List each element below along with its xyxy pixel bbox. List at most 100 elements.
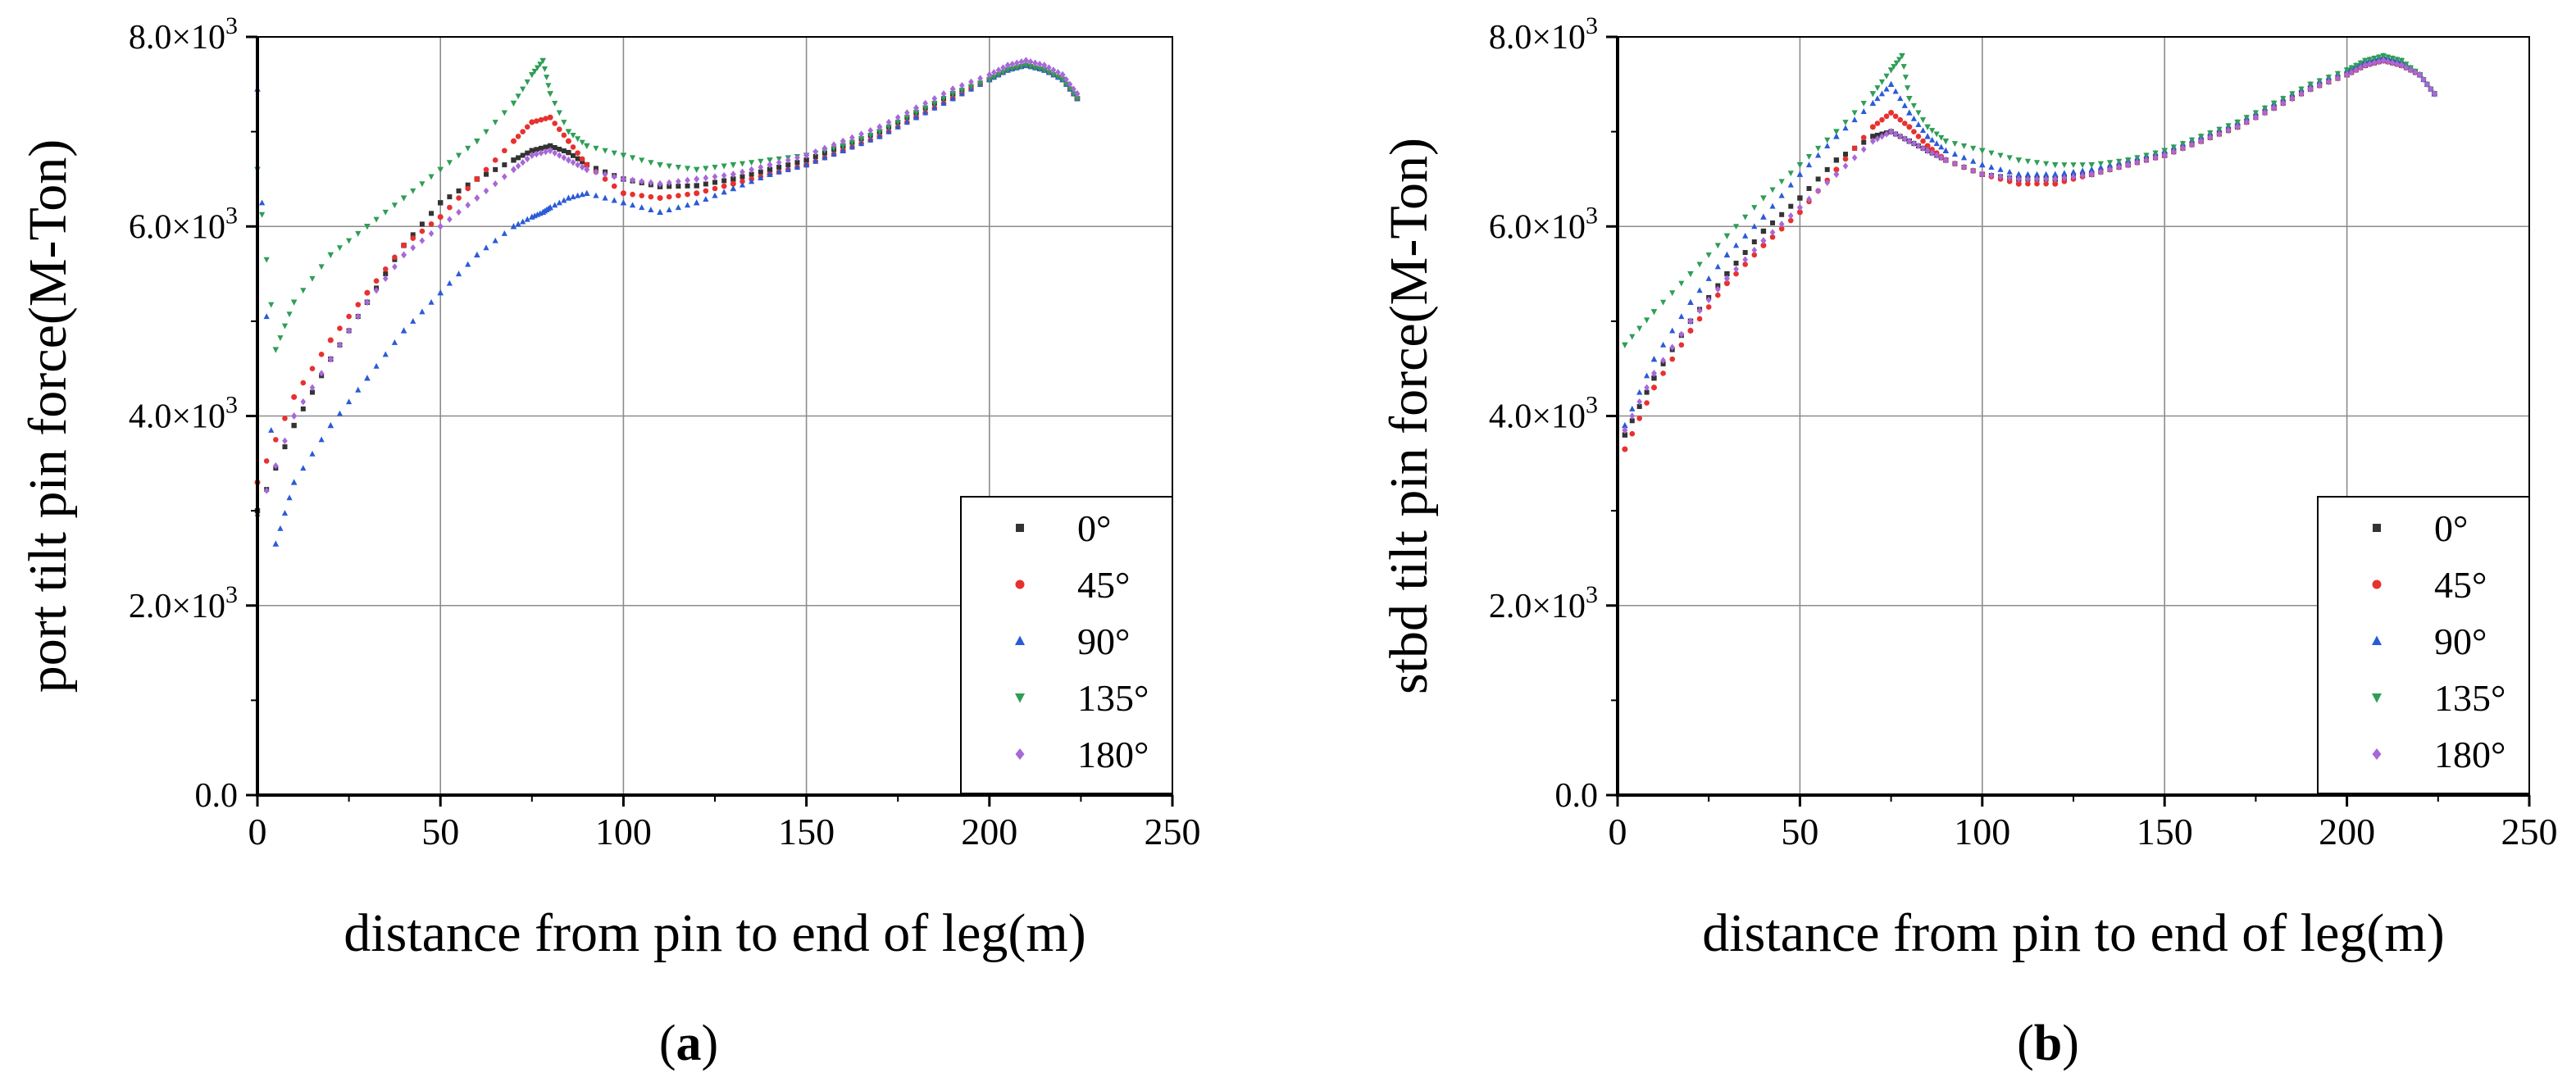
data-point xyxy=(876,133,883,139)
data-point xyxy=(2348,65,2355,71)
data-point xyxy=(2006,179,2013,184)
data-point xyxy=(1009,66,1016,72)
data-point xyxy=(831,141,837,148)
data-point xyxy=(1896,57,1903,63)
data-point xyxy=(1901,135,1908,143)
data-point xyxy=(2252,110,2259,116)
data-point xyxy=(794,154,800,161)
data-point xyxy=(575,136,581,143)
data-point xyxy=(2088,170,2095,179)
data-point xyxy=(1906,137,1913,145)
data-point xyxy=(552,120,558,126)
data-point xyxy=(2025,175,2031,183)
data-point xyxy=(537,61,544,68)
data-point xyxy=(584,161,590,168)
data-point xyxy=(483,187,489,195)
data-point xyxy=(1833,157,1840,163)
data-point xyxy=(995,72,1002,79)
data-point xyxy=(552,202,558,208)
data-point xyxy=(1929,136,1936,143)
data-point xyxy=(1915,142,1922,150)
data-point xyxy=(794,164,801,170)
data-point xyxy=(776,168,782,175)
data-point xyxy=(2353,62,2360,69)
data-point xyxy=(1032,59,1038,66)
data-point xyxy=(2098,168,2104,175)
data-point xyxy=(565,138,571,144)
data-point xyxy=(858,130,864,138)
data-point xyxy=(749,178,755,184)
data-point xyxy=(1660,341,1667,348)
data-point xyxy=(1004,67,1011,74)
data-point xyxy=(1942,138,1950,145)
data-point xyxy=(1733,266,1739,273)
data-point xyxy=(2079,171,2086,180)
data-point xyxy=(544,75,550,81)
data-point xyxy=(483,244,489,251)
series-stbd-180-deg xyxy=(1622,57,2437,434)
data-point xyxy=(373,216,380,223)
data-point xyxy=(1938,143,1945,150)
data-point xyxy=(561,120,567,125)
data-point xyxy=(318,436,325,443)
x-tick-label: 250 xyxy=(1145,811,1201,852)
data-point xyxy=(1892,130,1899,138)
data-point xyxy=(2116,158,2123,165)
data-point xyxy=(703,174,709,182)
data-point xyxy=(2079,162,2086,168)
data-point xyxy=(2380,52,2387,60)
data-point xyxy=(1636,403,1642,409)
data-point xyxy=(410,232,416,238)
data-point xyxy=(1636,389,1643,395)
data-point xyxy=(620,190,626,197)
data-point xyxy=(2033,160,2041,166)
data-point xyxy=(346,238,353,244)
data-point xyxy=(346,398,353,405)
data-point xyxy=(1988,171,1995,180)
data-point xyxy=(541,66,548,72)
data-point xyxy=(502,173,507,180)
data-point xyxy=(268,426,275,433)
data-point xyxy=(1869,99,1877,107)
data-point xyxy=(913,110,920,116)
data-point xyxy=(346,327,352,334)
data-point xyxy=(894,123,901,130)
data-point xyxy=(1059,70,1066,79)
data-point xyxy=(364,224,371,230)
data-point xyxy=(1643,372,1650,379)
data-point xyxy=(1805,161,1813,168)
data-point xyxy=(1742,250,1748,256)
data-point xyxy=(2079,167,2086,174)
data-point xyxy=(1036,61,1043,68)
data-point xyxy=(1978,148,1986,154)
data-point xyxy=(639,193,645,198)
data-point xyxy=(327,252,335,259)
data-point xyxy=(630,176,635,184)
data-point xyxy=(2357,64,2364,71)
data-point xyxy=(913,114,920,120)
data-point xyxy=(593,192,599,198)
data-point xyxy=(2316,78,2323,84)
data-point xyxy=(383,271,389,277)
data-point xyxy=(685,176,690,184)
data-point xyxy=(1778,192,1785,198)
data-point xyxy=(281,323,289,330)
data-point xyxy=(1723,233,1731,239)
data-point xyxy=(538,149,544,157)
data-point xyxy=(300,465,307,471)
data-point xyxy=(1742,214,1749,220)
data-point xyxy=(273,437,279,443)
data-point xyxy=(465,145,471,152)
data-point xyxy=(776,159,782,166)
data-point xyxy=(2289,91,2296,98)
data-point xyxy=(382,275,389,283)
data-point xyxy=(502,148,507,154)
data-point xyxy=(657,208,663,216)
data-point xyxy=(730,184,737,192)
data-point xyxy=(2225,123,2232,130)
data-point xyxy=(1742,232,1749,239)
data-point xyxy=(2431,89,2437,98)
data-point xyxy=(803,152,810,160)
data-point xyxy=(2344,70,2351,79)
data-point xyxy=(1924,143,1931,149)
